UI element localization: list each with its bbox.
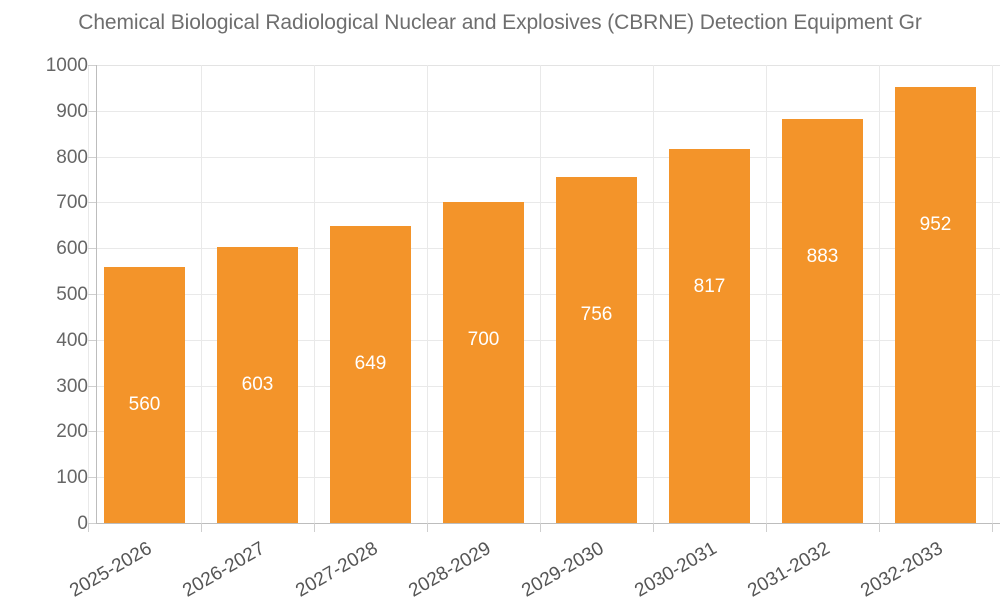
y-axis-tick-label: 0 [77, 513, 88, 534]
x-axis-line [96, 523, 1000, 524]
y-axis-tick-mark [88, 248, 96, 250]
x-axis-tick-mark [540, 523, 541, 532]
x-axis-tick-mark [992, 523, 993, 532]
x-axis-tick-label: 2025-2026 [65, 538, 155, 602]
gridline-horizontal [96, 477, 1000, 479]
y-axis-tick-mark [88, 294, 96, 295]
bar[interactable] [669, 148, 750, 523]
y-axis-tick-label: 900 [56, 100, 88, 122]
x-axis-tick-label: 2029-2030 [517, 538, 607, 602]
x-axis-tick-mark [88, 523, 89, 532]
y-axis-tick-mark [88, 339, 96, 341]
bar-value-label: 883 [806, 245, 839, 267]
y-axis-tick-label: 700 [56, 192, 88, 214]
bar[interactable] [556, 176, 637, 523]
y-axis-tick-mark [88, 110, 96, 112]
gridline-vertical [879, 65, 880, 523]
y-axis-tick-mark [88, 156, 96, 158]
x-axis-tick-mark [201, 523, 202, 532]
x-axis-tick-label: 2031-2032 [743, 538, 833, 602]
x-axis-tick-mark [766, 523, 767, 532]
bar-value-label: 952 [919, 213, 952, 235]
gridline-horizontal [96, 156, 1000, 158]
y-axis-tick-mark [88, 202, 96, 204]
gridline-horizontal [96, 248, 1000, 250]
x-axis-tick-label: 2030-2031 [630, 538, 720, 602]
gridline-horizontal [96, 385, 1000, 387]
y-axis-tick-label: 200 [56, 421, 88, 443]
gridline-vertical [314, 65, 315, 523]
gridline-vertical [653, 65, 654, 523]
x-axis-tick-mark [427, 523, 428, 532]
y-axis-tick-label: 500 [56, 284, 88, 305]
bar-value-label: 756 [580, 303, 613, 325]
bar-value-label: 817 [693, 275, 726, 297]
bar[interactable] [443, 202, 524, 523]
x-axis-tick-label: 2026-2027 [178, 538, 268, 602]
y-axis-line [96, 65, 97, 523]
gridline-vertical [766, 65, 767, 523]
bar-value-label: 603 [241, 373, 274, 395]
gridline-vertical [201, 65, 202, 523]
y-axis-tick-label: 100 [56, 467, 88, 489]
x-axis-tick-label: 2027-2028 [291, 538, 381, 602]
y-axis-tick-mark [88, 523, 96, 524]
gridline-vertical [427, 65, 428, 523]
plot-area: 560 603 649 700 756 817 883 952 [88, 65, 1000, 524]
gridline-vertical [992, 65, 993, 523]
bar-value-label: 649 [354, 352, 387, 374]
y-axis-tick-label: 1000 [45, 55, 88, 76]
chart-title: Chemical Biological Radiological Nuclear… [78, 11, 922, 34]
gridline-horizontal [96, 202, 1000, 204]
y-axis-tick-mark [88, 477, 96, 479]
y-axis-tick-label: 400 [56, 329, 88, 351]
bar[interactable] [782, 118, 863, 523]
y-axis-tick-label: 300 [56, 375, 88, 397]
x-axis-tick-label: 2032-2033 [856, 538, 946, 602]
bar[interactable] [330, 225, 411, 523]
x-axis-tick-label: 2028-2029 [404, 538, 494, 602]
gridline-horizontal [96, 294, 1000, 295]
y-axis-tick-label: 800 [56, 146, 88, 168]
y-axis-tick-mark [88, 65, 96, 66]
gridline-horizontal [96, 65, 1000, 66]
bar[interactable] [217, 246, 298, 523]
gridline-horizontal [96, 431, 1000, 433]
x-axis-tick-mark [879, 523, 880, 532]
gridline-horizontal [96, 339, 1000, 341]
bar-value-label: 700 [467, 329, 500, 351]
y-axis-tick-mark [88, 431, 96, 433]
x-axis-tick-mark [653, 523, 654, 532]
bar[interactable] [895, 86, 976, 523]
y-axis-tick-mark [88, 385, 96, 387]
gridline-horizontal [96, 110, 1000, 112]
y-axis-tick-label: 600 [56, 238, 88, 260]
bar[interactable] [104, 266, 185, 523]
x-axis-tick-mark [314, 523, 315, 532]
gridline-vertical [540, 65, 541, 523]
bar-value-label: 560 [128, 393, 161, 415]
